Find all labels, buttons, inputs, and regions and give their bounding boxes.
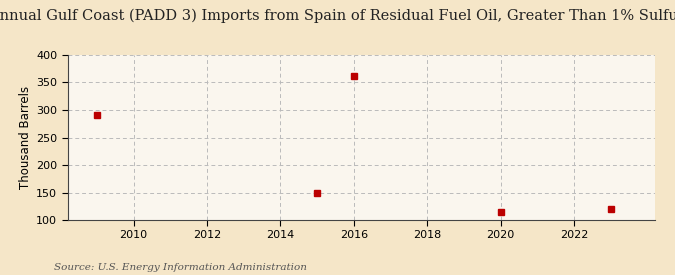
Text: Annual Gulf Coast (PADD 3) Imports from Spain of Residual Fuel Oil, Greater Than: Annual Gulf Coast (PADD 3) Imports from …: [0, 8, 675, 23]
Y-axis label: Thousand Barrels: Thousand Barrels: [19, 86, 32, 189]
Text: Source: U.S. Energy Information Administration: Source: U.S. Energy Information Administ…: [54, 263, 307, 272]
